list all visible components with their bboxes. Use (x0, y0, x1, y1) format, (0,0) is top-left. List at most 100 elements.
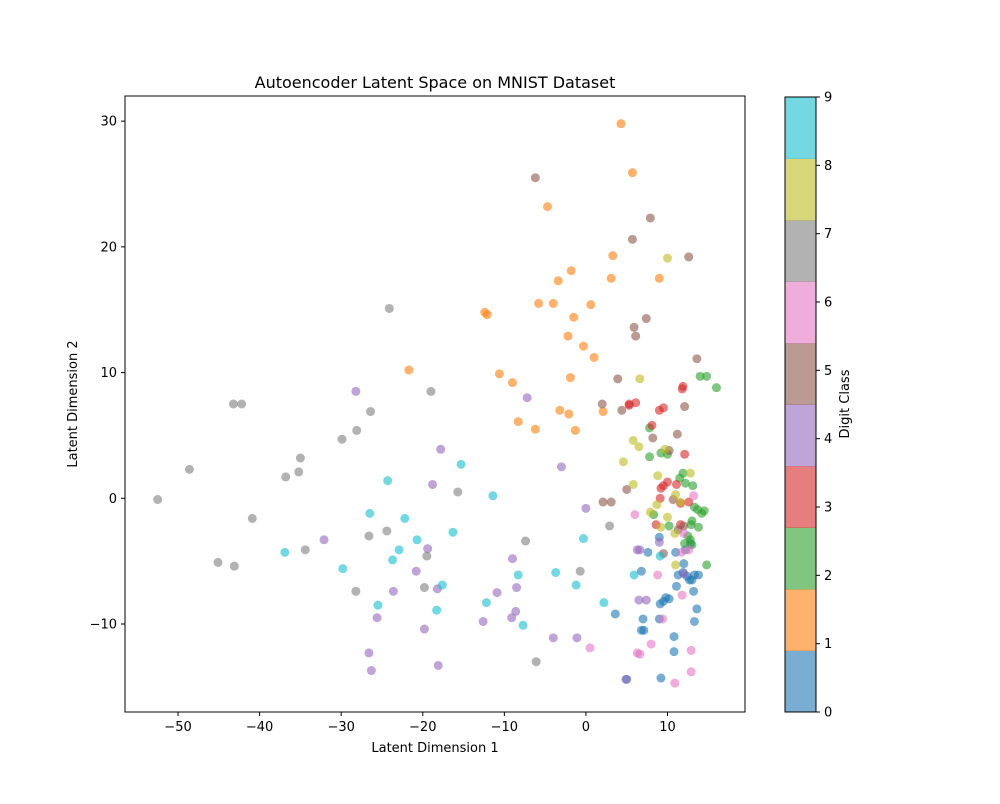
data-point-class-5 (617, 405, 627, 415)
data-point-class-9 (437, 580, 447, 590)
data-point-class-5 (648, 433, 658, 443)
data-point-class-1 (566, 266, 576, 276)
data-point-class-7 (531, 657, 541, 667)
data-point-class-5 (641, 314, 651, 324)
data-point-class-0 (638, 614, 648, 624)
data-point-class-0 (656, 673, 666, 683)
data-point-class-0 (610, 609, 620, 619)
data-point-class-6 (686, 645, 696, 655)
data-point-class-7 (294, 467, 304, 477)
data-point-class-1 (586, 300, 596, 310)
data-point-class-4 (621, 674, 631, 684)
data-point-class-4 (423, 544, 433, 554)
data-point-class-0 (694, 570, 703, 580)
data-point-class-4 (581, 503, 591, 513)
data-point-class-8 (618, 457, 628, 467)
data-point-class-3 (656, 483, 666, 493)
colorbar-tick-label: 7 (824, 227, 832, 242)
data-point-class-9 (280, 547, 290, 557)
data-point-class-1 (606, 273, 616, 283)
data-point-class-1 (627, 168, 637, 178)
data-point-class-0 (689, 616, 699, 626)
data-point-class-0 (671, 581, 681, 591)
data-point-class-1 (578, 341, 588, 351)
data-point-class-1 (513, 417, 523, 427)
data-point-class-3 (677, 384, 687, 394)
colorbar: 0 1 2 3 4 5 6 7 8 9 (784, 91, 832, 721)
data-point-class-4 (319, 535, 329, 545)
data-point-class-3 (658, 403, 668, 413)
data-point-class-1 (563, 331, 573, 341)
data-point-class-1 (548, 298, 558, 308)
data-point-class-8 (652, 500, 662, 510)
data-point-class-5 (679, 521, 689, 531)
data-point-class-5 (622, 484, 632, 494)
data-point-class-7 (605, 521, 615, 531)
data-point-class-0 (636, 625, 646, 635)
data-point-class-7 (521, 536, 531, 546)
data-point-class-2 (702, 560, 712, 570)
colorbar-segment-3 (785, 466, 816, 528)
data-point-class-4 (512, 583, 522, 593)
data-point-class-4 (641, 595, 651, 605)
data-point-class-1 (543, 202, 553, 212)
data-point-class-4 (634, 595, 644, 605)
data-point-class-8 (628, 435, 638, 445)
data-point-class-8 (676, 497, 686, 507)
data-point-class-7 (237, 399, 247, 409)
data-point-class-9 (481, 598, 491, 608)
data-point-class-7 (247, 513, 257, 523)
data-point-class-6 (630, 510, 640, 520)
data-point-class-0 (692, 604, 702, 614)
data-point-class-7 (229, 399, 238, 409)
data-point-class-3 (647, 420, 657, 430)
data-point-class-7 (382, 526, 392, 536)
data-point-class-5 (631, 331, 641, 341)
data-point-class-9 (578, 534, 588, 544)
data-point-class-0 (679, 559, 689, 569)
colorbar-segment-7 (785, 220, 816, 282)
x-tick-label: −50 (164, 720, 191, 735)
data-point-class-8 (671, 490, 681, 500)
data-point-class-6 (686, 667, 696, 677)
data-point-class-5 (672, 429, 682, 439)
colorbar-label: Digit Class (838, 369, 853, 438)
data-point-class-4 (388, 586, 398, 596)
colorbar-segment-4 (785, 404, 816, 467)
data-point-class-7 (364, 531, 374, 541)
data-point-class-7 (419, 583, 429, 593)
colorbar-tick-label: 4 (824, 432, 832, 447)
data-point-class-5 (680, 402, 690, 412)
data-point-class-8 (663, 253, 672, 263)
plot-frame (124, 95, 746, 713)
colorbar-segment-9 (785, 97, 816, 159)
data-point-class-6 (585, 643, 595, 653)
data-point-class-1 (589, 352, 599, 362)
data-point-class-6 (653, 570, 663, 580)
data-point-class-5 (629, 322, 639, 332)
y-tick-label: 0 (109, 492, 117, 507)
x-tick-label: −10 (491, 720, 518, 735)
data-point-class-9 (456, 459, 466, 469)
data-point-class-2 (697, 508, 707, 518)
data-point-class-1 (564, 409, 574, 419)
data-point-class-1 (494, 369, 504, 379)
data-point-class-9 (338, 564, 348, 574)
data-point-class-9 (394, 545, 404, 555)
data-point-class-4 (508, 554, 517, 564)
colorbar-tick-label: 2 (824, 569, 832, 584)
data-point-class-0 (669, 647, 679, 657)
data-point-class-2 (711, 383, 721, 393)
data-point-class-9 (518, 620, 528, 630)
colorbar-tick-label: 0 (824, 706, 832, 721)
data-point-class-2 (680, 478, 690, 488)
colorbar-tick-label: 3 (824, 501, 832, 516)
data-point-class-3 (671, 479, 681, 489)
data-point-class-5 (598, 497, 608, 507)
data-point-class-1 (555, 405, 565, 415)
data-point-class-5 (645, 213, 655, 223)
data-point-class-4 (436, 444, 446, 454)
data-point-class-9 (400, 513, 410, 523)
y-tick-label: 30 (100, 115, 117, 130)
colorbar-segment-6 (785, 281, 816, 344)
